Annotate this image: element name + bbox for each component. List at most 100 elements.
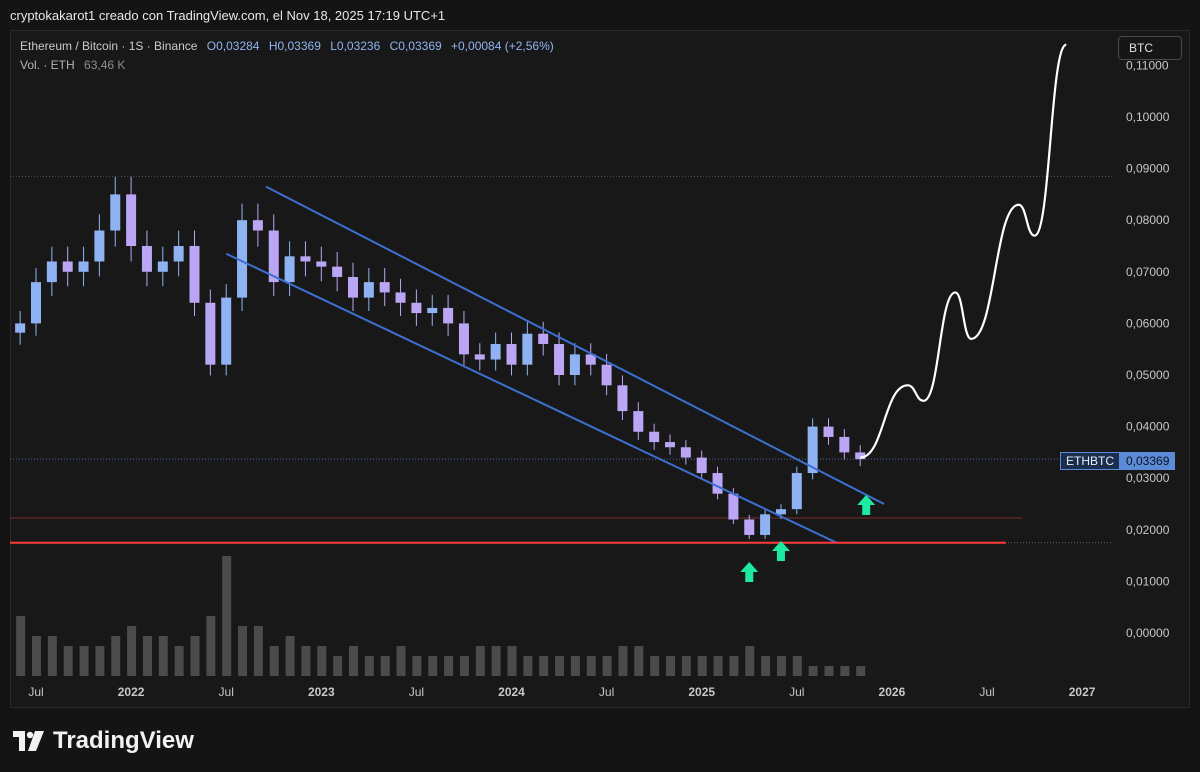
candle-body xyxy=(839,436,850,453)
volume-bar xyxy=(634,646,644,676)
volume-bar xyxy=(396,646,406,676)
channel-upper-line xyxy=(265,185,885,505)
projection-curve xyxy=(859,43,1068,459)
chart-legend: Ethereum / Bitcoin · 1S · Binance O0,032… xyxy=(20,39,554,72)
candle-body xyxy=(823,426,834,437)
candle-body xyxy=(680,447,691,458)
volume-bar xyxy=(301,646,311,676)
candle-body xyxy=(522,333,533,365)
tradingview-logo-icon xyxy=(13,731,44,751)
x-tick-label: 2024 xyxy=(498,685,525,699)
volume-bar xyxy=(729,656,739,676)
volume-bar xyxy=(79,646,89,676)
candle-body xyxy=(126,194,137,246)
candle-body xyxy=(31,282,41,324)
ohlc-low: L0,03236 xyxy=(330,39,381,53)
candle-body xyxy=(284,256,295,283)
tradingview-logo[interactable]: TradingView xyxy=(13,727,194,755)
channel-lower-line xyxy=(225,252,837,544)
volume-bar xyxy=(459,656,469,676)
volume-bar xyxy=(555,656,565,676)
y-tick-label: 0,02000 xyxy=(1126,523,1170,537)
volume-bar xyxy=(697,656,707,676)
volume-bar xyxy=(808,666,818,676)
candle-body xyxy=(427,307,438,314)
candle-body xyxy=(617,385,628,412)
volume-bar xyxy=(602,656,612,676)
x-tick-label: Jul xyxy=(599,685,614,699)
up-arrow-icon xyxy=(771,541,790,561)
volume-bar xyxy=(776,656,786,676)
volume-bar xyxy=(269,646,279,676)
top-caption-bar: cryptokakarot1 creado con TradingView.co… xyxy=(0,0,1200,30)
volume-bar xyxy=(761,656,771,676)
currency-button[interactable]: BTC xyxy=(1118,36,1182,60)
y-tick-label: 0,03000 xyxy=(1126,471,1170,485)
volume-bar xyxy=(475,646,485,676)
candle-body xyxy=(458,323,469,355)
ohlc-high: H0,03369 xyxy=(268,39,321,53)
volume-bar xyxy=(745,646,755,676)
volume-bar xyxy=(253,626,263,676)
candle-body xyxy=(62,261,73,272)
volume-label: Vol. · ETH xyxy=(20,58,75,72)
candle-body xyxy=(649,431,660,443)
candle-body xyxy=(569,354,580,375)
ohlc-change: +0,00084 (+2,56%) xyxy=(451,39,554,53)
candle-body xyxy=(775,509,786,515)
y-tick-label: 0,07000 xyxy=(1126,265,1170,279)
candle-body xyxy=(268,230,279,283)
volume-bar xyxy=(650,656,660,676)
footer xyxy=(0,708,1200,772)
candle-body xyxy=(506,344,517,365)
candle-body xyxy=(696,457,707,474)
y-tick-label: 0,10000 xyxy=(1126,110,1170,124)
candle-body xyxy=(78,261,89,272)
y-tick-label: 0,05000 xyxy=(1126,368,1170,382)
up-arrow-icon xyxy=(740,562,759,582)
price-tag-value: 0,03369 xyxy=(1120,452,1176,470)
candle-body xyxy=(665,442,675,448)
candle-body xyxy=(110,194,121,231)
candle-body xyxy=(237,220,248,298)
candle-body xyxy=(141,246,152,272)
ohlc-open: O0,03284 xyxy=(206,39,260,53)
ohlc-close: C0,03369 xyxy=(389,39,442,53)
candle-body xyxy=(252,220,263,231)
chart-caption: cryptokakarot1 creado con TradingView.co… xyxy=(10,8,446,23)
y-tick-label: 0,11000 xyxy=(1126,58,1169,72)
volume-bar xyxy=(824,666,834,676)
volume-bar xyxy=(666,656,675,676)
candle-body xyxy=(554,344,565,375)
candle-body xyxy=(443,307,454,324)
x-tick-label: 2022 xyxy=(118,685,145,699)
volume-bar xyxy=(206,616,216,676)
volume-bar xyxy=(127,626,137,676)
candle-body xyxy=(363,282,374,298)
candle-body xyxy=(712,473,723,494)
candle-body xyxy=(395,292,406,303)
chart-area[interactable] xyxy=(10,30,1190,708)
volume-bar xyxy=(570,656,580,676)
candle-body xyxy=(791,473,802,510)
x-tick-label: Jul xyxy=(789,685,804,699)
x-tick-label: Jul xyxy=(979,685,994,699)
volume-bar xyxy=(507,646,517,676)
volume-bar xyxy=(681,656,691,676)
last-price-tag: ETHBTC 0,03369 xyxy=(1060,452,1176,470)
volume-bar xyxy=(412,656,422,676)
y-tick-label: 0,01000 xyxy=(1126,574,1170,588)
candle-body xyxy=(760,514,771,535)
candle-body xyxy=(205,302,216,365)
volume-bar xyxy=(428,656,438,676)
volume-bar xyxy=(142,636,152,676)
candle-body xyxy=(728,493,739,520)
volume-bar xyxy=(380,656,390,676)
candle-body xyxy=(601,364,612,386)
candle-body xyxy=(538,333,549,345)
volume-bar xyxy=(539,656,549,676)
candle-body xyxy=(157,261,168,272)
candle-body xyxy=(474,354,485,360)
volume-bar xyxy=(47,636,57,676)
volume-bar xyxy=(16,616,26,676)
